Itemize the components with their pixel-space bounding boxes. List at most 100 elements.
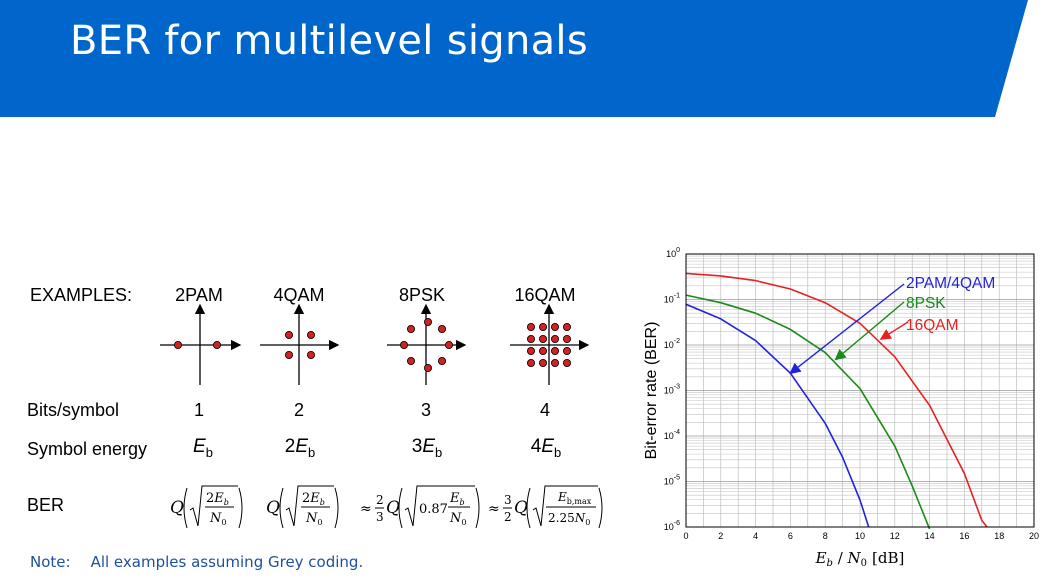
ber-label: BER — [27, 495, 65, 515]
constellation-point — [284, 330, 293, 339]
x-tick-label: 2 — [718, 531, 723, 541]
constellation-point — [562, 359, 571, 368]
x-tick-label: 16 — [959, 531, 969, 541]
constellation-point — [538, 335, 547, 344]
ber-formula-8psk: ≈ 2 3 Q 0.87 Eb N0 — [360, 485, 480, 529]
constellation-point — [538, 347, 547, 356]
svg-text:2: 2 — [504, 510, 512, 524]
constellation-point — [526, 347, 535, 356]
x-axis-label: Eb / N0 [dB] — [815, 549, 905, 569]
constellation-point — [399, 341, 408, 350]
svg-text:3: 3 — [376, 510, 384, 524]
svg-text:N0: N0 — [305, 511, 322, 527]
ber-formula-4qam: Q 2Eb N0 — [266, 485, 339, 529]
chart-ticks: 0 2 4 6 8 10 12 14 16 18 20 100 10-1 10-2 10-3 10-4 10-5… — [664, 247, 1039, 541]
svg-text:≈: ≈ — [360, 501, 372, 517]
x-tick-label: 6 — [788, 531, 793, 541]
constellation-point — [406, 324, 415, 333]
banner-shape — [0, 0, 1028, 117]
annotation-label: 2PAM/4QAM — [906, 275, 995, 292]
constellation-point — [437, 324, 446, 333]
constellation-point — [423, 364, 432, 373]
constellation-8psk — [387, 303, 467, 385]
energy-2pam: Eb — [193, 436, 213, 460]
x-tick-label: 12 — [890, 531, 900, 541]
y-axis-label: Bit-error rate (BER) — [643, 322, 660, 460]
constellation-point — [550, 359, 559, 368]
bits-8psk: 3 — [420, 400, 431, 420]
column-4qam: 4QAM — [273, 285, 325, 305]
svg-text:Q: Q — [514, 498, 528, 518]
constellation-point — [173, 341, 182, 350]
constellation-point — [526, 322, 535, 331]
bits-16qam: 4 — [539, 400, 550, 420]
series-line-16qam — [685, 272, 988, 528]
annotation-arrow — [879, 321, 909, 340]
constellation-point — [526, 335, 535, 344]
svg-text:0.87: 0.87 — [419, 502, 448, 517]
column-8psk: 8PSK — [398, 285, 446, 305]
svg-text:≈: ≈ — [488, 501, 500, 517]
svg-text:3: 3 — [504, 493, 512, 507]
svg-text:N0: N0 — [209, 511, 226, 527]
y-tick-label: 10-3 — [664, 384, 680, 396]
energy-16qam: 4Eb — [530, 436, 562, 460]
title-banner: BER for multilevel signals — [0, 0, 1055, 117]
x-tick-label: 18 — [994, 531, 1004, 541]
series-line-8psk — [685, 294, 931, 530]
x-tick-label: 8 — [823, 531, 828, 541]
svg-text:2Eb: 2Eb — [302, 491, 325, 507]
plot-frame — [685, 253, 1035, 528]
chart-annotations: 2PAM/4QAM 8PSK 16QAM — [789, 275, 995, 375]
y-tick-label: 10-6 — [664, 520, 680, 532]
x-tick-label: 0 — [683, 531, 688, 541]
note-prefix: Note: — [30, 553, 71, 571]
constellation-point — [306, 351, 315, 360]
svg-text:2Eb: 2Eb — [206, 491, 229, 507]
constellation-point — [444, 341, 453, 350]
column-2pam: 2PAM — [175, 285, 223, 305]
symbol-energy-label: Symbol energy — [27, 439, 148, 459]
annotation-arrow — [789, 283, 905, 375]
svg-text:2.25N0: 2.25N0 — [548, 511, 590, 527]
ber-formula-16qam: ≈ 3 2 Q Eb,max 2.25N0 — [488, 485, 603, 529]
constellation-diagrams — [160, 303, 590, 385]
constellation-point — [562, 347, 571, 356]
bits-4qam: 2 — [293, 400, 304, 420]
ber-formula-2pam: Q 2Eb N0 — [170, 485, 243, 529]
constellation-point — [526, 359, 535, 368]
svg-text:N0: N0 — [449, 511, 466, 527]
svg-text:Q: Q — [386, 498, 400, 518]
x-tick-label: 14 — [925, 531, 935, 541]
constellation-point — [437, 357, 446, 366]
examples-label: EXAMPLES: — [30, 285, 133, 305]
y-tick-label: 10-5 — [664, 475, 680, 487]
y-tick-label: 10-2 — [664, 338, 680, 350]
note-text: All examples assuming Grey coding. — [90, 553, 364, 571]
bits-per-symbol-label: Bits/symbol — [27, 400, 120, 420]
constellation-point — [306, 330, 315, 339]
svg-text:Q: Q — [266, 498, 280, 518]
svg-text:Q: Q — [170, 498, 184, 518]
constellation-point — [562, 322, 571, 331]
bits-2pam: 1 — [193, 400, 204, 420]
energy-4qam: 2Eb — [284, 436, 316, 460]
constellation-4qam — [260, 303, 340, 385]
constellation-16qam — [510, 303, 590, 385]
x-tick-label: 10 — [855, 531, 865, 541]
column-16qam: 16QAM — [514, 285, 576, 305]
chart-series — [685, 272, 988, 530]
constellation-point — [213, 341, 222, 350]
svg-text:Eb,max: Eb,max — [557, 490, 592, 506]
x-tick-label: 20 — [1029, 531, 1039, 541]
annotation-label: 16QAM — [906, 317, 959, 334]
constellation-point — [538, 359, 547, 368]
constellation-point — [284, 351, 293, 360]
series-line-2pam-4qam — [685, 303, 870, 528]
constellation-point — [562, 335, 571, 344]
x-tick-label: 4 — [753, 531, 758, 541]
constellation-point — [550, 347, 559, 356]
energy-8psk: 3Eb — [411, 436, 443, 460]
constellation-point — [538, 322, 547, 331]
y-tick-label: 100 — [666, 247, 680, 259]
